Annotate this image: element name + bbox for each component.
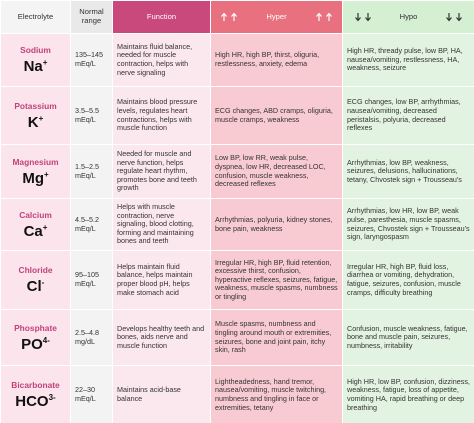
range-unit: mEq/L xyxy=(75,59,96,68)
range-value: 3.5–5.5 xyxy=(75,105,99,115)
hypo-cell: Arrhythmias, low HR, low BP, weak pulse,… xyxy=(342,198,474,251)
electrolyte-cell: Chloride Cl- xyxy=(0,250,71,310)
electrolyte-cell: Potassium K+ xyxy=(0,86,71,145)
range-cell: 4.5–5.2 mEq/L xyxy=(70,198,113,251)
hyper-cell: High HR, high BP, thirst, oliguria, rest… xyxy=(210,33,343,87)
header-cell: Hyper xyxy=(210,0,343,34)
electrolyte-symbol: Cl- xyxy=(5,275,66,295)
range-cell: 22–30 mEq/L xyxy=(70,365,113,423)
down-arrows xyxy=(354,13,371,22)
symbol-charge: + xyxy=(44,169,49,179)
function-cell: Needed for muscle and nerve function, he… xyxy=(112,144,211,199)
range-value: 4.5–5.2 xyxy=(75,214,99,224)
hyper-cell: Irregular HR, high BP, fluid retention, … xyxy=(210,250,343,310)
symbol-charge: - xyxy=(41,278,45,287)
electrolyte-name: Chloride xyxy=(18,265,53,275)
electrolyte-name: Sodium xyxy=(20,45,51,55)
symbol-text: PO xyxy=(21,335,43,353)
hypo-cell: ECG changes, low BP, arrhythmias, nausea… xyxy=(342,86,474,145)
table-row: Magnesium Mg+ 1.5–2.5 mEq/L Needed for muscl… xyxy=(0,144,474,199)
electrolyte-cell: Bicarbonate HCO3- xyxy=(0,365,71,423)
electrolyte-cell: Phosphate PO4- xyxy=(0,309,71,366)
header-cell: Hypo xyxy=(342,0,474,34)
symbol-charge: 4- xyxy=(42,335,50,345)
range-cell: 2.5–4.8 mg/dL xyxy=(70,309,113,366)
symbol-charge: + xyxy=(42,222,48,232)
hyper-cell: Low BP, low RR, weak pulse, dyspnea, low… xyxy=(210,144,343,199)
up-arrows xyxy=(315,12,332,21)
table-row: Phosphate PO4- 2.5–4.8 mg/dL Develops health… xyxy=(0,309,474,366)
header-cell: Electrolyte xyxy=(0,0,71,34)
header-text: Hypo xyxy=(399,11,418,21)
electrolyte-symbol: Ca+ xyxy=(5,220,66,240)
hypo-cell: Confusion, muscle weakness, fatigue, bon… xyxy=(342,309,474,366)
hyper-cell: ECG changes, ABD cramps, oliguria, muscl… xyxy=(210,86,343,145)
table-body: Sodium Na+ 135–145 mEq/L Maintains fluid bal… xyxy=(0,33,474,423)
function-cell: Maintains blood pressure levels, regulat… xyxy=(112,86,211,145)
electrolyte-cell: Sodium Na+ xyxy=(0,33,71,87)
hyper-cell: Muscle spasms, numbness and tingling aro… xyxy=(210,309,343,366)
table-row: Potassium K+ 3.5–5.5 mEq/L Maintains blood p… xyxy=(0,86,474,145)
hypo-cell: High HR, thready pulse, low BP, HA, naus… xyxy=(342,33,474,87)
symbol-text: Na xyxy=(23,58,43,75)
electrolyte-name: Phosphate xyxy=(14,322,57,333)
range-value: 2.5–4.8 xyxy=(75,327,99,337)
symbol-charge: 3- xyxy=(48,393,56,402)
range-value: 1.5–2.5 xyxy=(75,161,99,171)
hyper-cell: Arrhythmias, polyuria, kidney stones, bo… xyxy=(210,198,343,251)
electrolyte-symbol: K+ xyxy=(5,111,66,131)
table-row: Chloride Cl- 95–105 mEq/L Helps maintain flu… xyxy=(0,250,474,310)
range-unit: mEq/L xyxy=(75,223,96,233)
table-row: Bicarbonate HCO3- 22–30 mEq/L Maintains acid… xyxy=(0,365,474,423)
electrolyte-symbol: PO4- xyxy=(5,333,66,353)
electrolyte-symbol: Mg+ xyxy=(5,167,66,187)
range-unit: mEq/L xyxy=(75,114,96,124)
table-row: Sodium Na+ 135–145 mEq/L Maintains fluid bal… xyxy=(0,33,474,87)
function-cell: Helps maintain fluid balance, helps main… xyxy=(112,250,211,310)
function-cell: Maintains acid-base balance xyxy=(112,365,211,423)
electrolyte-name: Magnesium xyxy=(12,156,59,167)
electrolyte-symbol: Na+ xyxy=(5,55,66,75)
symbol-text: Ca xyxy=(23,222,43,240)
function-cell: Develops healthy teeth and bones, aids n… xyxy=(112,309,211,366)
range-cell: 3.5–5.5 mEq/L xyxy=(70,86,113,145)
function-cell: Helps with muscle contraction, nerve sig… xyxy=(112,198,211,251)
symbol-text: Cl xyxy=(26,278,42,295)
symbol-text: Mg xyxy=(22,169,44,187)
function-cell: Maintains fluid balance, needed for musc… xyxy=(112,33,211,87)
range-unit: mEq/L xyxy=(75,394,96,403)
header-cell: Function xyxy=(112,0,211,34)
range-cell: 95–105 mEq/L xyxy=(70,250,113,310)
symbol-text: K xyxy=(27,113,39,131)
electrolyte-cell: Magnesium Mg+ xyxy=(0,144,71,199)
hyper-cell: Lightheadedness, hand tremor, nausea/vom… xyxy=(210,365,343,423)
range-cell: 1.5–2.5 mEq/L xyxy=(70,144,113,199)
symbol-text: HCO xyxy=(15,393,49,410)
header-cell: Normal range xyxy=(70,0,113,34)
electrolyte-symbol: HCO3- xyxy=(5,390,66,410)
down-arrows xyxy=(446,13,463,22)
hypo-cell: High HR, low BP, confusion, dizziness, w… xyxy=(342,365,474,423)
range-unit: mEq/L xyxy=(75,170,96,180)
electrolyte-name: Bicarbonate xyxy=(11,380,60,390)
hypo-cell: Arrhythmias, low BP, weakness, seizures,… xyxy=(342,144,474,199)
up-arrows xyxy=(221,12,238,21)
symbol-charge: + xyxy=(42,58,48,67)
table-row: Calcium Ca+ 4.5–5.2 mEq/L Helps with muscle … xyxy=(0,198,474,251)
symbol-charge: + xyxy=(38,113,44,123)
range-cell: 135–145 mEq/L xyxy=(70,33,113,87)
range-unit: mg/dL xyxy=(75,336,95,346)
electrolyte-name: Potassium xyxy=(14,100,57,111)
range-value: 135–145 xyxy=(75,50,103,60)
electrolyte-cell: Calcium Ca+ xyxy=(0,198,71,251)
header-row: Electrolyte Normal range Function Hyper … xyxy=(0,0,474,34)
electrolyte-name: Calcium xyxy=(19,209,52,220)
range-value: 95–105 xyxy=(75,270,99,280)
hypo-cell: Irregular HR, high BP, fluid loss, diarr… xyxy=(342,250,474,310)
header-text: Hyper xyxy=(266,11,287,21)
range-unit: mEq/L xyxy=(75,279,96,288)
range-value: 22–30 xyxy=(75,385,95,395)
